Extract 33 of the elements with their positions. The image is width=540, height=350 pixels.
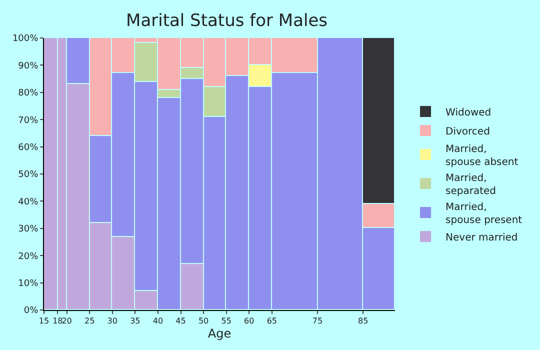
x-tick-label: 65 bbox=[266, 316, 278, 326]
y-tick-label: 100% bbox=[12, 34, 39, 44]
y-tick-label: 10% bbox=[18, 278, 39, 289]
y-tick-label: 40% bbox=[18, 197, 39, 208]
x-tick-label: 18 bbox=[52, 316, 63, 326]
y-tick-label: 30% bbox=[18, 224, 39, 235]
y-tick-label: 80% bbox=[18, 88, 39, 99]
x-tick-label: 25 bbox=[84, 316, 95, 326]
x-tick-label: 85 bbox=[358, 316, 368, 326]
x-tick-label: 55 bbox=[221, 316, 232, 326]
chart-title: Marital Status for Males bbox=[126, 10, 328, 31]
y-tick-label: 60% bbox=[18, 142, 39, 153]
x-tick-label: 15 bbox=[38, 316, 50, 326]
legend-label: Married, separated bbox=[446, 172, 496, 197]
legend-label: Widowed bbox=[446, 107, 492, 118]
legend-label: Married, spouse present bbox=[446, 202, 522, 226]
x-axis-title: Age bbox=[208, 326, 232, 340]
y-tick-label: 90% bbox=[18, 61, 39, 72]
x-tick-label: 20 bbox=[62, 316, 72, 326]
x-tick-label: 45 bbox=[176, 316, 186, 326]
y-tick-label: 20% bbox=[18, 252, 39, 262]
x-tick-label: 40 bbox=[152, 316, 164, 326]
x-tick-label: 50 bbox=[198, 316, 209, 326]
legend-label: Divorced bbox=[446, 126, 490, 138]
y-tick-label: 70% bbox=[18, 116, 39, 126]
x-tick-label: 35 bbox=[130, 316, 140, 326]
x-tick-label: 30 bbox=[107, 316, 118, 326]
legend-label: Married, spouse absent bbox=[446, 144, 518, 168]
y-tick-label: 50% bbox=[18, 170, 39, 180]
x-tick-label: 60 bbox=[244, 316, 254, 326]
legend-label: Never married bbox=[446, 232, 518, 244]
x-tick-label: 75 bbox=[312, 316, 323, 326]
y-tick-label: 0% bbox=[24, 306, 39, 316]
